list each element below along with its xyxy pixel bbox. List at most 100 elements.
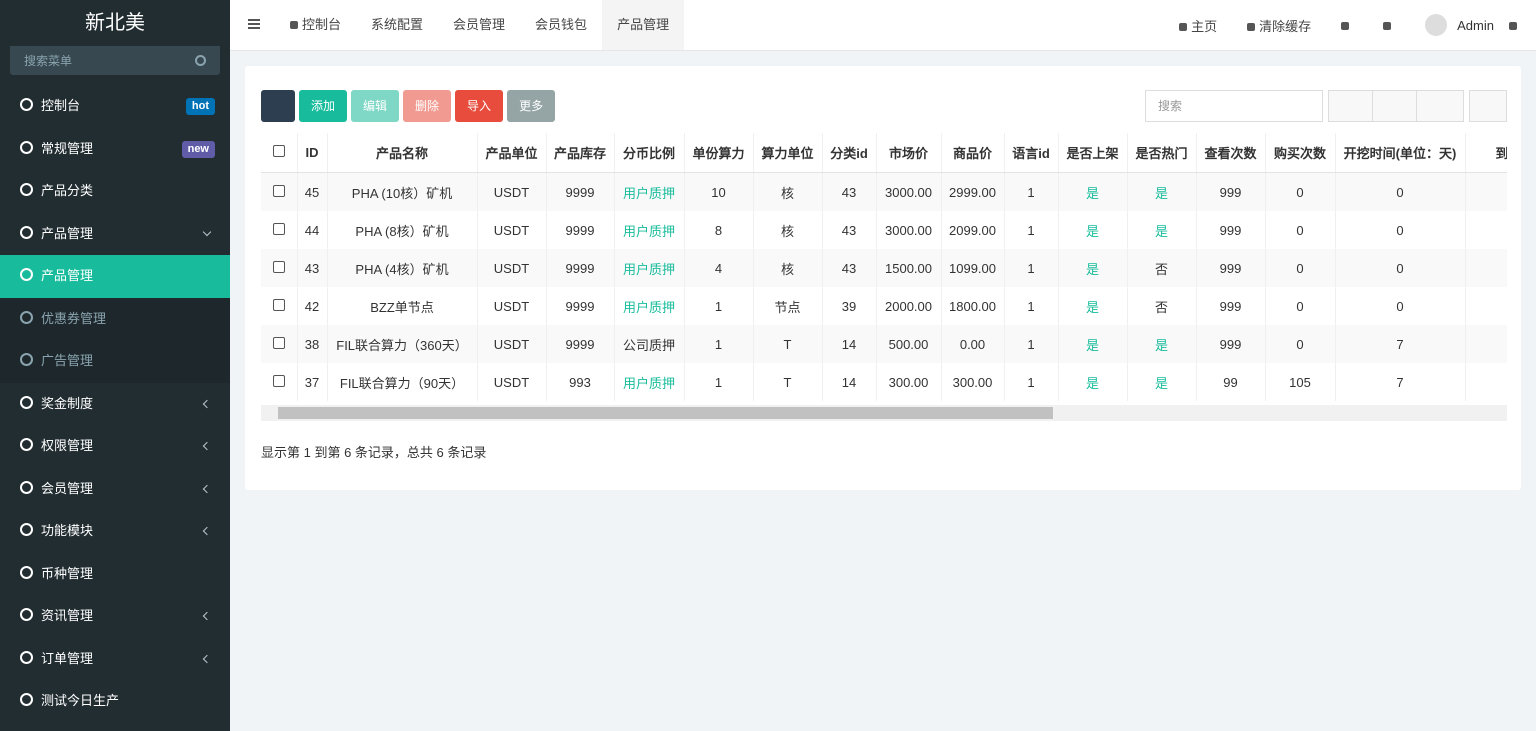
checkbox[interactable]: [272, 222, 285, 235]
column-header[interactable]: ID: [297, 133, 328, 173]
user-name[interactable]: Admin: [1457, 17, 1494, 33]
cell-text: 是: [1085, 337, 1099, 353]
topbar-right: 主页 清除缓存 Admin: [1164, 0, 1536, 50]
cell-text: 105: [1289, 374, 1311, 390]
menu-item[interactable]: 奖金制度: [0, 383, 230, 426]
toolbar-button[interactable]: 添加: [299, 90, 348, 122]
menu-item[interactable]: 功能模块: [0, 510, 230, 553]
table-search[interactable]: 搜索: [1145, 90, 1323, 122]
scrollbar-thumb[interactable]: [278, 407, 1053, 419]
table-cell: 0: [1335, 211, 1466, 249]
column-header[interactable]: 到期时: [1465, 133, 1507, 173]
search-button[interactable]: [1469, 90, 1507, 122]
table-cell: FIL联合算力（90天）: [327, 363, 478, 401]
toolbar-button[interactable]: 导入: [455, 90, 504, 122]
checkbox-cell: [261, 249, 298, 287]
columns-button[interactable]: [1372, 90, 1417, 122]
menu-item[interactable]: 会员管理: [0, 468, 230, 511]
menu: 控制台 hot 常规管理 new 产品分类 产品管理 产品管理 优惠券管理 广告管理 奖金制度 权限…: [0, 85, 230, 723]
cell-text: 9999: [565, 298, 595, 314]
nav-tab[interactable]: 会员管理: [438, 0, 520, 50]
column-header[interactable]: 购买次数: [1265, 133, 1336, 173]
menu-item[interactable]: 产品管理: [0, 213, 230, 256]
column-header[interactable]: 市场价: [876, 133, 942, 173]
column-header[interactable]: 是否上架: [1058, 133, 1128, 173]
scrollbar[interactable]: [261, 405, 1507, 421]
column-header[interactable]: 产品名称: [327, 133, 478, 173]
table-cell: 10: [684, 172, 754, 211]
menu-toggle[interactable]: [248, 19, 260, 21]
table-cell: 1: [684, 287, 754, 325]
menu-item[interactable]: 资讯管理: [0, 595, 230, 638]
cell-text: 2000.00: [885, 298, 932, 314]
table-cell: USDT: [477, 325, 547, 363]
checkbox[interactable]: [272, 184, 285, 197]
column-header[interactable]: 开挖时间(单位：天): [1335, 133, 1466, 173]
menu-item[interactable]: 币种管理: [0, 553, 230, 596]
checkbox[interactable]: [272, 260, 285, 273]
avatar[interactable]: [1425, 14, 1448, 36]
export-button[interactable]: [1416, 90, 1464, 122]
toolbar-button[interactable]: 删除: [403, 90, 452, 122]
column-header[interactable]: 单份算力: [684, 133, 754, 173]
menu-item[interactable]: 订单管理: [0, 638, 230, 681]
column-header[interactable]: 语言id: [1004, 133, 1059, 173]
tab-label: 控制台: [302, 17, 342, 32]
menu-icon: [20, 523, 33, 536]
cell-text: 2099.00: [949, 222, 996, 238]
table-cell: 否: [1127, 287, 1197, 325]
toggle-view-button[interactable]: [1328, 90, 1373, 122]
menu-icon: [20, 183, 33, 196]
cell-text: 3000.00: [885, 222, 932, 238]
checkbox[interactable]: [272, 336, 285, 349]
cell-text: 4: [714, 260, 723, 276]
table-cell: 是: [1058, 325, 1128, 363]
refresh-button[interactable]: [261, 90, 295, 122]
menu-item[interactable]: 优惠券管理: [0, 297, 230, 340]
table-cell: T: [753, 325, 823, 363]
table-cell: 0.00: [941, 325, 1005, 363]
menu-item[interactable]: 产品分类: [0, 170, 230, 213]
cell-text: 999: [1219, 260, 1242, 276]
column-header[interactable]: 分币比例: [614, 133, 685, 173]
toolbar-button[interactable]: 更多: [507, 90, 556, 122]
logo[interactable]: 新北美: [0, 0, 230, 46]
cell-text: 9999: [565, 222, 595, 238]
table-cell: 105: [1265, 363, 1336, 401]
settings-icon[interactable]: [1494, 18, 1536, 33]
column-header[interactable]: 查看次数: [1196, 133, 1266, 173]
translate-icon[interactable]: [1326, 18, 1368, 33]
table-cell: 1: [1004, 287, 1059, 325]
checkbox[interactable]: [272, 145, 285, 157]
cell-text: USDT: [493, 260, 530, 276]
checkbox[interactable]: [272, 374, 285, 387]
table-cell: 2099.00: [941, 211, 1005, 249]
nav-tab[interactable]: 系统配置: [356, 0, 438, 50]
cell-text: 7: [1396, 336, 1404, 352]
checkbox[interactable]: [272, 298, 285, 311]
column-header[interactable]: 商品价: [941, 133, 1005, 173]
menu-item[interactable]: 权限管理: [0, 425, 230, 468]
column-header[interactable]: 分类id: [822, 133, 877, 173]
topbar-link[interactable]: 主页: [1164, 16, 1232, 35]
nav-tab[interactable]: 会员钱包: [520, 0, 602, 50]
menu-item[interactable]: 测试今日生产: [0, 680, 230, 723]
menu-item[interactable]: 产品管理: [0, 255, 230, 298]
nav-tab[interactable]: 控制台: [275, 0, 356, 50]
column-header[interactable]: 是否热门: [1127, 133, 1197, 173]
nav-tab[interactable]: 产品管理: [602, 0, 685, 50]
topbar-link[interactable]: 清除缓存: [1232, 16, 1326, 35]
table-cell: 用户质押: [614, 287, 685, 325]
table-cell: 核: [753, 249, 823, 287]
menu-item[interactable]: 广告管理: [0, 340, 230, 383]
menu-item[interactable]: 控制台 hot: [0, 85, 230, 128]
menu-item[interactable]: 常规管理 new: [0, 128, 230, 171]
column-header[interactable]: 算力单位: [753, 133, 823, 173]
toolbar-button[interactable]: 编辑: [351, 90, 400, 122]
column-header[interactable]: 产品单位: [477, 133, 547, 173]
column-header[interactable]: 产品库存: [546, 133, 615, 173]
menu-label: 订单管理: [41, 650, 94, 666]
fullscreen-icon[interactable]: [1368, 18, 1410, 33]
table-cell: 2999.00: [941, 172, 1005, 211]
menu-icon: [20, 310, 33, 324]
